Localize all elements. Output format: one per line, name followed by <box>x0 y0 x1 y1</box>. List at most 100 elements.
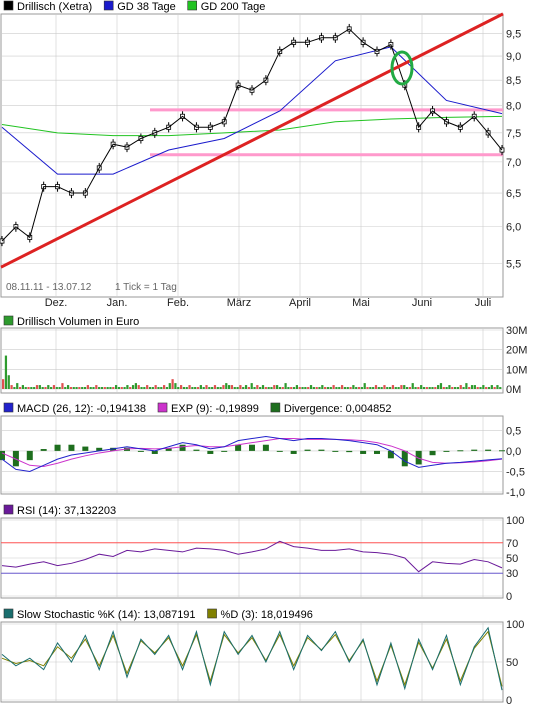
x-tick-label: Juni <box>412 297 432 309</box>
volume-bar <box>109 387 112 389</box>
volume-bar <box>397 387 400 389</box>
y-tick-label: 30 <box>506 568 518 580</box>
volume-bar <box>75 387 78 389</box>
volume-bar <box>425 387 428 389</box>
volume-bar <box>194 387 197 389</box>
volume-bar <box>403 385 406 389</box>
legend-swatch-1 <box>103 0 114 11</box>
price-candle <box>0 238 5 244</box>
rsi-line <box>1 540 503 573</box>
volume-bar <box>420 385 423 389</box>
volume-bar <box>21 385 24 389</box>
volume-bar <box>278 387 282 389</box>
volume-bar <box>386 387 389 389</box>
divergence-bar <box>165 448 172 451</box>
volume-bar <box>171 379 174 389</box>
volume-bar <box>89 387 92 389</box>
x-tick-label: Dez. <box>45 297 68 309</box>
divergence-bar <box>415 450 422 465</box>
volume-bar <box>222 385 225 389</box>
divergence-bar <box>332 450 339 452</box>
divergence-bar <box>429 450 436 456</box>
volume-bar <box>66 385 70 389</box>
divergence-bar <box>360 450 367 454</box>
volume-bar <box>470 385 474 389</box>
volume-bar <box>179 385 183 389</box>
volume-bar <box>44 387 47 389</box>
divergence-bar <box>457 450 464 452</box>
divergence-bar <box>318 449 325 451</box>
volume-bar <box>332 385 335 389</box>
y-tick-label: 0,5 <box>506 425 521 437</box>
x-tick-label: Juli <box>475 297 492 309</box>
volume-bar <box>233 387 236 389</box>
volume-bar <box>52 385 56 389</box>
volume-bar <box>372 387 375 389</box>
divergence-bar <box>290 450 297 454</box>
volume-bar <box>202 387 205 389</box>
volume-bar <box>414 387 417 389</box>
volume-bar <box>236 387 239 389</box>
volume-bar <box>451 387 454 389</box>
volume-bar <box>160 387 163 389</box>
volume-bar <box>256 385 259 389</box>
y-tick-label: 8,0 <box>506 101 521 113</box>
volume-bar <box>374 385 378 389</box>
volume-bar <box>340 385 344 389</box>
macd-grid <box>1 416 503 494</box>
volume-bar <box>4 355 8 389</box>
volume-bar <box>400 385 403 389</box>
volume-bar <box>143 387 146 389</box>
volume-bar <box>13 387 16 389</box>
legend-label-0: RSI (14): 37,132203 <box>17 505 116 517</box>
volume-bar <box>196 387 200 389</box>
volume-bar <box>123 387 126 389</box>
volume-bar <box>261 385 265 389</box>
price-y-ticks: 9,5 9,0 8,5 8,0 7,5 7,0 6,5 6,0 5,5 <box>506 28 521 270</box>
x-tick-label: Mai <box>352 297 370 309</box>
volume-bar <box>456 387 460 389</box>
volume-bar <box>69 387 73 389</box>
volume-bar <box>16 383 19 389</box>
volume-bar <box>309 385 313 389</box>
volume-bar <box>487 387 491 389</box>
volume-bar <box>307 387 310 389</box>
divergence-bar <box>304 449 311 451</box>
volume-bar <box>304 387 307 389</box>
volume-bar <box>244 385 248 389</box>
volume-bar <box>163 385 166 389</box>
volume-bar <box>199 385 202 389</box>
volume-bar <box>380 387 383 389</box>
legend-label-2: Divergence: 0,004852 <box>284 403 392 415</box>
volume-bar <box>259 387 262 389</box>
volume-bar <box>377 387 380 389</box>
y-tick-label: 50 <box>506 553 518 565</box>
volume-bar <box>343 387 347 389</box>
sto-d-line <box>1 630 503 687</box>
volume-bar <box>462 387 465 389</box>
price-series <box>0 12 505 269</box>
volume-bar <box>389 387 392 389</box>
volume-bar <box>78 387 81 389</box>
volume-bar <box>185 387 188 389</box>
legend-swatch-0 <box>3 0 14 11</box>
volume-bar <box>465 383 468 389</box>
y-tick-label: 0 <box>506 695 512 707</box>
volume-bar <box>50 387 53 389</box>
volume-bar <box>324 387 327 389</box>
divergence-bar <box>499 450 505 452</box>
volume-bar <box>92 387 95 389</box>
volume-bar <box>267 387 270 389</box>
price-grid <box>1 14 503 297</box>
volume-bar <box>445 387 448 389</box>
divergence-bar <box>346 450 353 453</box>
volume-bar <box>58 387 61 389</box>
stochastic-grid <box>1 622 503 702</box>
volume-bar <box>191 387 194 389</box>
volume-bar <box>211 387 214 389</box>
volume-bar <box>287 387 290 389</box>
y-tick-label: 20M <box>506 345 527 357</box>
volume-bar <box>476 387 479 389</box>
y-tick-label: 5,5 <box>506 258 521 270</box>
